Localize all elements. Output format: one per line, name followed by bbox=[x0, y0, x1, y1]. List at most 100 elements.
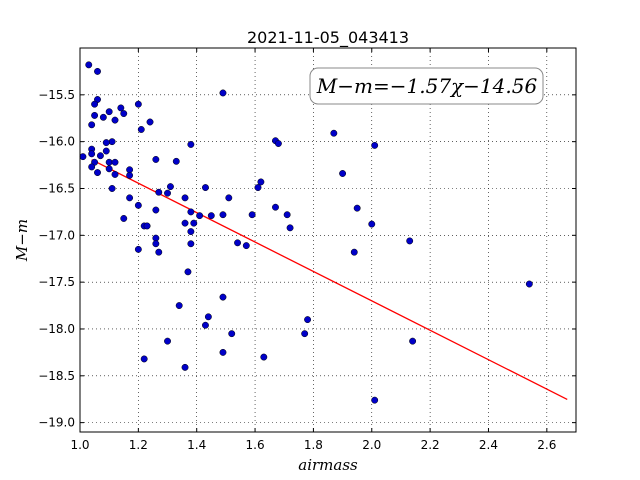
data-point bbox=[155, 248, 163, 256]
data-point bbox=[94, 169, 101, 177]
data-point bbox=[126, 194, 134, 202]
data-point bbox=[286, 224, 294, 232]
data-point bbox=[172, 157, 180, 165]
y-tick-label: −17.0 bbox=[38, 228, 75, 242]
data-point bbox=[242, 242, 250, 250]
data-point bbox=[181, 219, 189, 227]
data-point bbox=[88, 150, 96, 158]
data-point bbox=[228, 330, 236, 338]
fit-line bbox=[91, 159, 568, 400]
data-point bbox=[187, 141, 195, 148]
data-point bbox=[108, 138, 116, 146]
x-tick-label: 2.4 bbox=[479, 438, 498, 452]
data-point bbox=[117, 104, 125, 112]
data-point bbox=[134, 201, 142, 209]
data-point bbox=[120, 215, 128, 222]
data-point bbox=[339, 170, 347, 177]
data-point bbox=[126, 171, 134, 179]
fit-annotation-box: M−m=−1.57χ−14.56 bbox=[309, 67, 544, 105]
data-point bbox=[225, 194, 233, 202]
x-tick-label: 1.6 bbox=[246, 438, 265, 452]
data-point bbox=[254, 184, 262, 192]
data-point bbox=[111, 116, 119, 124]
data-point bbox=[146, 118, 154, 126]
x-tick-label: 2.0 bbox=[362, 438, 381, 452]
points-layer bbox=[79, 61, 533, 404]
data-point bbox=[96, 152, 104, 160]
y-tick-label: −16.0 bbox=[38, 135, 75, 149]
data-point bbox=[105, 158, 113, 166]
data-point bbox=[137, 126, 145, 133]
data-point bbox=[105, 108, 113, 116]
grid-layer bbox=[79, 48, 576, 432]
x-tick-label: 1.2 bbox=[129, 438, 148, 452]
data-point bbox=[120, 110, 128, 118]
data-point bbox=[155, 188, 163, 196]
data-point bbox=[152, 156, 160, 163]
data-point bbox=[108, 185, 116, 192]
data-point bbox=[79, 153, 87, 161]
data-point bbox=[196, 212, 204, 220]
x-tick-label: 1.8 bbox=[304, 438, 323, 452]
x-tick-label: 1.4 bbox=[187, 438, 206, 452]
data-point bbox=[102, 147, 110, 155]
data-point bbox=[111, 170, 119, 178]
data-point bbox=[272, 203, 279, 211]
data-point bbox=[143, 222, 151, 230]
data-point bbox=[202, 321, 209, 329]
data-point bbox=[91, 100, 99, 108]
y-tick-label: −19.0 bbox=[38, 416, 75, 430]
data-point bbox=[187, 240, 195, 248]
data-point bbox=[301, 330, 309, 338]
data-point bbox=[283, 211, 291, 219]
y-tick-label: −16.5 bbox=[38, 181, 75, 195]
fit-annotation-text: M−m=−1.57χ−14.56 bbox=[316, 74, 538, 98]
data-point bbox=[166, 183, 174, 191]
data-point bbox=[187, 208, 195, 216]
data-point bbox=[350, 248, 358, 256]
data-point bbox=[140, 355, 148, 363]
data-point bbox=[181, 194, 189, 202]
data-point bbox=[234, 239, 242, 247]
x-axis-label: airmass bbox=[298, 456, 358, 474]
chart-title: 2021-11-05_043413 bbox=[247, 28, 409, 48]
data-point bbox=[257, 178, 265, 186]
plot-frame bbox=[79, 47, 577, 433]
data-point bbox=[274, 140, 282, 147]
data-point bbox=[181, 363, 189, 371]
x-tick-label: 1.0 bbox=[70, 438, 89, 452]
data-point bbox=[111, 158, 119, 166]
data-point bbox=[94, 67, 101, 75]
y-axis-label: M−m bbox=[13, 219, 31, 262]
data-point bbox=[219, 348, 227, 356]
data-point bbox=[353, 204, 361, 212]
data-point bbox=[260, 353, 268, 361]
x-tick-label: 2.2 bbox=[421, 438, 440, 452]
data-point bbox=[102, 139, 110, 147]
y-tick-label: −17.5 bbox=[38, 275, 75, 289]
ticks-layer: 1.0 1.2 1.4 1.6 1.8 2.0 2.2 2.4 2.6 −15.5 −16.0 −16… bbox=[38, 48, 576, 452]
data-point bbox=[187, 228, 195, 236]
data-point bbox=[219, 211, 227, 219]
data-point bbox=[406, 237, 414, 245]
data-point bbox=[371, 141, 379, 149]
data-point bbox=[152, 240, 160, 248]
data-point bbox=[219, 293, 227, 301]
data-point bbox=[164, 189, 171, 197]
data-point bbox=[88, 163, 96, 171]
data-point bbox=[99, 113, 107, 121]
data-point bbox=[134, 100, 142, 108]
y-tick-label: −18.5 bbox=[38, 369, 75, 383]
data-point bbox=[134, 245, 142, 253]
data-point bbox=[105, 165, 113, 173]
data-point bbox=[248, 211, 256, 219]
data-point bbox=[152, 206, 160, 214]
x-tick-label: 2.6 bbox=[537, 438, 556, 452]
data-point bbox=[304, 316, 312, 324]
data-point bbox=[190, 219, 198, 227]
y-tick-label: −18.0 bbox=[38, 322, 75, 336]
data-point bbox=[164, 337, 171, 345]
data-point bbox=[85, 61, 93, 69]
data-point bbox=[409, 337, 417, 345]
